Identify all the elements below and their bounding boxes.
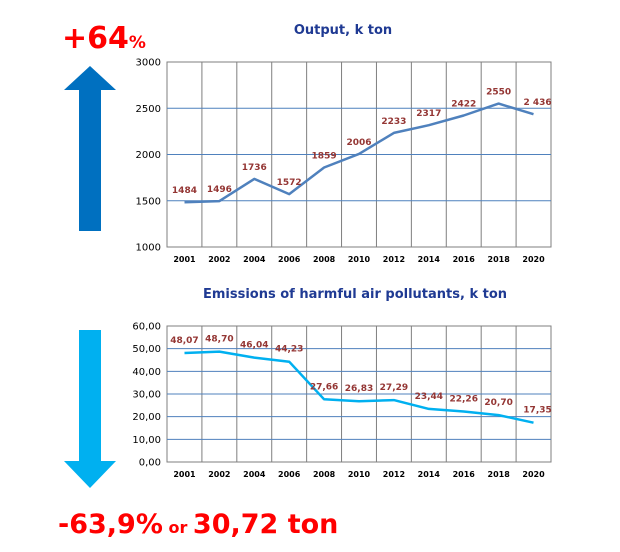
emissions-data-label: 27,66 [310, 382, 338, 392]
reduction-annotation: -63,9% or 30,72 ton [58, 509, 338, 540]
emissions-y-tick-label: 10,00 [132, 435, 161, 446]
output-x-tick-label: 2004 [243, 255, 266, 264]
output-x-tick-label: 2014 [418, 255, 441, 264]
output-data-label: 2233 [381, 117, 406, 127]
emissions-x-tick-label: 2002 [208, 470, 230, 479]
output-x-tick-label: 2018 [488, 255, 511, 264]
emissions-series-line [184, 350, 534, 424]
output-data-label: 1484 [172, 186, 197, 196]
emissions-data-label: 20,70 [484, 398, 512, 408]
emissions-x-tick-label: 2016 [453, 470, 476, 479]
output-y-tick-label: 3000 [136, 58, 161, 69]
up-arrow-icon [64, 66, 116, 231]
output-data-label: 2006 [346, 138, 371, 148]
emissions-data-label: 46,04 [240, 341, 268, 351]
output-data-label: 2 436 [523, 98, 551, 108]
output-x-tick-label: 2016 [453, 255, 476, 264]
output-y-tick-label: 1000 [136, 243, 161, 254]
output-x-tick-label: 2002 [208, 255, 230, 264]
emissions-y-tick-label: 0,00 [139, 458, 161, 469]
emissions-data-label: 17,35 [523, 406, 551, 416]
output-y-tick-label: 2500 [136, 104, 161, 115]
emissions-data-label: 48,70 [205, 335, 233, 345]
output-series-line [184, 102, 534, 204]
output-y-tick-label: 2000 [136, 150, 161, 161]
emissions-x-tick-label: 2004 [243, 470, 266, 479]
output-x-tick-label: 2008 [313, 255, 336, 264]
output-data-label: 2422 [451, 99, 476, 109]
emissions-x-tick-label: 2001 [173, 470, 196, 479]
growth-annotation: +64% [62, 21, 146, 56]
emissions-y-tick-label: 20,00 [132, 412, 161, 423]
emissions-y-tick-label: 50,00 [132, 344, 161, 355]
emissions-data-label: 44,23 [275, 345, 303, 355]
emissions-y-tick-label: 40,00 [132, 367, 161, 378]
emissions-x-tick-label: 2006 [278, 470, 301, 479]
emissions-data-label: 27,29 [380, 383, 408, 393]
output-data-label: 1736 [242, 163, 267, 173]
emissions-y-tick-label: 60,00 [132, 322, 161, 333]
output-y-tick-label: 1500 [136, 196, 161, 207]
output-data-label: 2550 [486, 88, 511, 98]
emissions-chart-title: Emissions of harmful air pollutants, k t… [203, 287, 507, 302]
output-chart: Output, k ton 1000 1500 2000 2500 3000 2001 20… [136, 23, 552, 264]
emissions-data-label: 26,83 [345, 384, 373, 394]
output-data-label: 2317 [416, 109, 441, 119]
emissions-data-label: 48,07 [170, 336, 198, 346]
output-x-tick-label: 2012 [383, 255, 405, 264]
emissions-chart: Emissions of harmful air pollutants, k t… [132, 287, 551, 479]
emissions-x-tick-label: 2008 [313, 470, 336, 479]
emissions-y-tick-label: 30,00 [132, 390, 161, 401]
output-data-label: 1572 [277, 178, 302, 188]
output-x-tick-label: 2020 [522, 255, 545, 264]
emissions-x-tick-label: 2018 [488, 470, 511, 479]
emissions-x-tick-label: 2020 [522, 470, 545, 479]
output-chart-title: Output, k ton [294, 23, 392, 38]
output-data-label: 1859 [312, 152, 337, 162]
output-x-tick-label: 2001 [173, 255, 196, 264]
emissions-x-tick-label: 2012 [383, 470, 405, 479]
output-x-tick-label: 2010 [348, 255, 371, 264]
output-data-label: 1496 [207, 185, 232, 195]
output-x-tick-label: 2006 [278, 255, 301, 264]
emissions-data-label: 22,26 [449, 395, 477, 405]
down-arrow-icon [64, 330, 116, 488]
emissions-data-label: 23,44 [415, 392, 443, 402]
emissions-x-tick-label: 2010 [348, 470, 371, 479]
emissions-x-tick-label: 2014 [418, 470, 441, 479]
